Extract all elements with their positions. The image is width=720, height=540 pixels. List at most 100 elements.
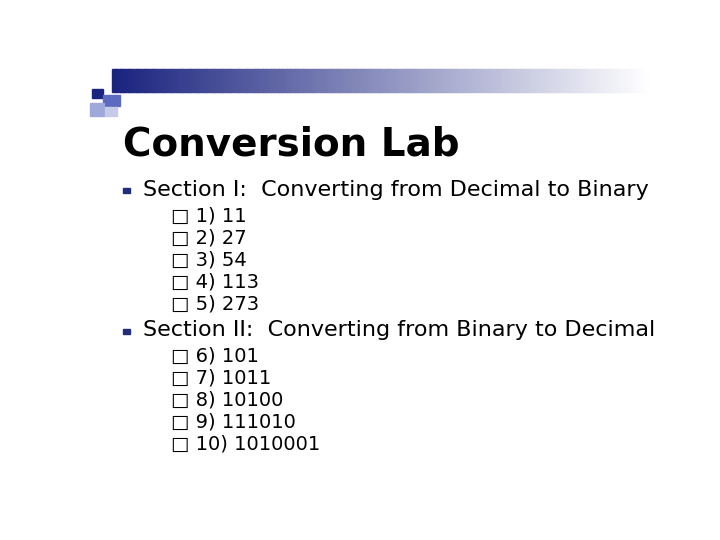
Bar (611, 69, 613, 92)
Bar (528, 69, 531, 92)
Bar (168, 69, 172, 92)
Bar (466, 69, 469, 92)
Bar (509, 69, 512, 92)
Bar (254, 69, 258, 92)
Bar (603, 69, 606, 92)
Bar (423, 69, 426, 92)
Bar (578, 69, 582, 92)
Bar (402, 69, 405, 92)
Bar (337, 69, 341, 92)
Bar (179, 69, 182, 92)
Bar (90, 103, 104, 116)
Bar (195, 69, 199, 92)
Bar (343, 69, 346, 92)
Bar (552, 69, 555, 92)
Bar (104, 94, 120, 106)
Bar (514, 69, 517, 92)
Bar (225, 69, 228, 92)
Bar (329, 69, 333, 92)
Bar (546, 69, 549, 92)
Bar (335, 69, 338, 92)
Bar (589, 69, 593, 92)
Bar (310, 69, 314, 92)
Bar (480, 69, 482, 92)
Bar (279, 69, 282, 92)
Bar (584, 69, 587, 92)
Bar (407, 69, 410, 92)
Bar (153, 69, 156, 92)
Bar (163, 69, 166, 92)
Bar (597, 69, 600, 92)
Bar (131, 69, 135, 92)
Bar (260, 69, 263, 92)
Bar (193, 69, 196, 92)
Text: □ 10) 1010001: □ 10) 1010001 (171, 435, 320, 454)
Bar (495, 69, 498, 92)
Bar (300, 69, 303, 92)
Bar (492, 69, 496, 92)
Bar (469, 69, 472, 92)
Bar (431, 69, 434, 92)
Bar (206, 69, 210, 92)
Bar (273, 69, 276, 92)
Bar (246, 69, 249, 92)
Bar (458, 69, 461, 92)
Bar (541, 69, 544, 92)
Bar (284, 69, 287, 92)
Bar (308, 69, 311, 92)
Bar (214, 69, 217, 92)
Bar (420, 69, 423, 92)
Bar (321, 69, 325, 92)
Bar (364, 69, 367, 92)
Bar (399, 69, 402, 92)
Bar (388, 69, 392, 92)
Bar (145, 69, 148, 92)
Bar (410, 69, 413, 92)
Bar (490, 69, 493, 92)
Bar (385, 69, 389, 92)
Text: □ 8) 10100: □ 8) 10100 (171, 391, 283, 410)
Bar (643, 69, 646, 92)
Bar (233, 69, 236, 92)
Bar (444, 69, 448, 92)
Bar (394, 69, 397, 92)
Bar (525, 69, 528, 92)
Bar (519, 69, 523, 92)
Bar (184, 69, 188, 92)
Bar (634, 69, 638, 92)
Bar (124, 329, 130, 334)
Bar (318, 69, 322, 92)
Bar (442, 69, 445, 92)
Bar (396, 69, 400, 92)
Bar (348, 69, 351, 92)
Bar (201, 69, 204, 92)
Bar (257, 69, 260, 92)
Bar (538, 69, 541, 92)
Bar (530, 69, 534, 92)
Bar (324, 69, 327, 92)
Bar (115, 69, 118, 92)
Bar (517, 69, 520, 92)
Bar (281, 69, 284, 92)
Bar (209, 69, 212, 92)
Bar (316, 69, 319, 92)
Bar (586, 69, 590, 92)
Bar (287, 69, 289, 92)
Bar (544, 69, 546, 92)
Bar (174, 69, 177, 92)
Text: □ 2) 27: □ 2) 27 (171, 228, 246, 247)
Bar (485, 69, 488, 92)
Bar (302, 69, 306, 92)
Bar (637, 69, 641, 92)
Bar (235, 69, 239, 92)
Bar (120, 69, 124, 92)
Bar (327, 69, 330, 92)
Bar (533, 69, 536, 92)
Bar (474, 69, 477, 92)
Bar (500, 69, 504, 92)
Bar (415, 69, 418, 92)
Text: □ 7) 1011: □ 7) 1011 (171, 369, 271, 388)
Bar (340, 69, 343, 92)
Bar (482, 69, 485, 92)
Bar (171, 69, 174, 92)
